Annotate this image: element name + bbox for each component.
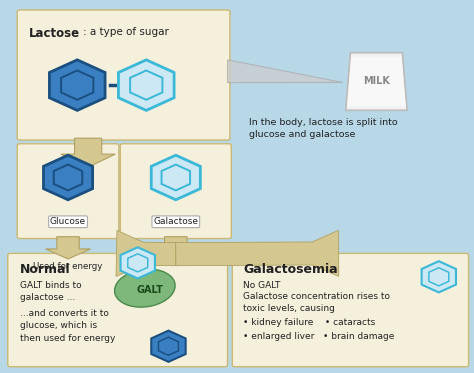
Text: ...and converts it to
glucose, which is
then used for energy: ...and converts it to glucose, which is … <box>19 309 115 342</box>
Polygon shape <box>44 155 92 200</box>
FancyBboxPatch shape <box>17 144 119 238</box>
Polygon shape <box>61 138 115 167</box>
Text: GALT: GALT <box>136 285 163 295</box>
Polygon shape <box>120 247 155 279</box>
Polygon shape <box>421 261 456 292</box>
Ellipse shape <box>115 269 175 307</box>
Text: : a type of sugar: : a type of sugar <box>83 27 169 37</box>
FancyBboxPatch shape <box>17 10 230 140</box>
Polygon shape <box>347 56 406 107</box>
Polygon shape <box>176 231 339 276</box>
Polygon shape <box>228 60 342 82</box>
Text: MILK: MILK <box>363 76 390 85</box>
Text: Lactose: Lactose <box>29 27 80 40</box>
Text: No GALT: No GALT <box>243 280 281 289</box>
Text: Normal: Normal <box>19 263 70 276</box>
Text: Glucose: Glucose <box>50 217 86 226</box>
Polygon shape <box>151 155 201 200</box>
Polygon shape <box>346 53 407 110</box>
Text: • kidney failure    • cataracts
• enlarged liver   • brain damage: • kidney failure • cataracts • enlarged … <box>243 319 394 341</box>
Text: In the body, lactose is split into
glucose and galactose: In the body, lactose is split into gluco… <box>249 118 397 139</box>
Text: Galactosemia: Galactosemia <box>243 263 338 276</box>
Text: Used for energy: Used for energy <box>33 261 103 270</box>
FancyBboxPatch shape <box>232 253 469 367</box>
Polygon shape <box>49 60 105 110</box>
FancyBboxPatch shape <box>120 144 231 238</box>
Polygon shape <box>151 330 186 362</box>
Text: Galactose: Galactose <box>153 217 198 226</box>
Polygon shape <box>46 236 91 259</box>
Polygon shape <box>116 231 176 276</box>
Polygon shape <box>154 236 198 256</box>
Text: Galactose concentration rises to
toxic levels, causing: Galactose concentration rises to toxic l… <box>243 292 390 313</box>
Polygon shape <box>118 60 174 110</box>
Text: GALT binds to
galactose ...: GALT binds to galactose ... <box>19 280 81 302</box>
FancyBboxPatch shape <box>8 253 228 367</box>
